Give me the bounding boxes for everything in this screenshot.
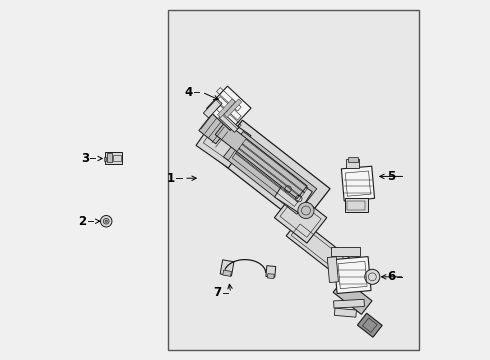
Text: 6: 6	[388, 270, 395, 283]
Polygon shape	[224, 99, 242, 118]
Polygon shape	[218, 99, 235, 118]
Polygon shape	[333, 279, 372, 314]
Polygon shape	[223, 131, 317, 214]
Bar	[104, 157, 106, 161]
Text: 2: 2	[78, 215, 87, 228]
Polygon shape	[207, 86, 251, 130]
Text: 3: 3	[81, 152, 89, 165]
Polygon shape	[344, 198, 368, 212]
Polygon shape	[342, 166, 374, 201]
Polygon shape	[334, 300, 365, 308]
Polygon shape	[286, 219, 362, 284]
Polygon shape	[274, 192, 327, 243]
Text: 5: 5	[388, 170, 395, 183]
Polygon shape	[347, 157, 358, 162]
Polygon shape	[196, 113, 251, 168]
Ellipse shape	[105, 220, 107, 222]
Polygon shape	[214, 120, 330, 225]
Ellipse shape	[365, 269, 380, 284]
Polygon shape	[334, 257, 371, 293]
Polygon shape	[223, 270, 231, 276]
Bar	[105, 152, 122, 164]
Polygon shape	[268, 274, 274, 279]
Text: 4: 4	[185, 86, 193, 99]
Polygon shape	[199, 112, 230, 144]
Text: 1: 1	[167, 172, 175, 185]
Polygon shape	[334, 308, 356, 317]
Polygon shape	[357, 313, 382, 337]
Polygon shape	[331, 247, 360, 256]
Polygon shape	[219, 113, 239, 132]
Polygon shape	[266, 266, 276, 277]
Polygon shape	[220, 260, 234, 276]
Polygon shape	[203, 99, 222, 118]
Ellipse shape	[103, 219, 109, 224]
Bar	[113, 155, 122, 161]
Polygon shape	[327, 257, 339, 283]
Polygon shape	[274, 176, 312, 213]
Bar	[107, 153, 112, 162]
Ellipse shape	[298, 202, 314, 219]
Text: 7: 7	[214, 287, 221, 300]
Polygon shape	[215, 122, 307, 199]
Bar	[168, 10, 419, 350]
Ellipse shape	[100, 216, 112, 227]
Polygon shape	[346, 159, 359, 168]
